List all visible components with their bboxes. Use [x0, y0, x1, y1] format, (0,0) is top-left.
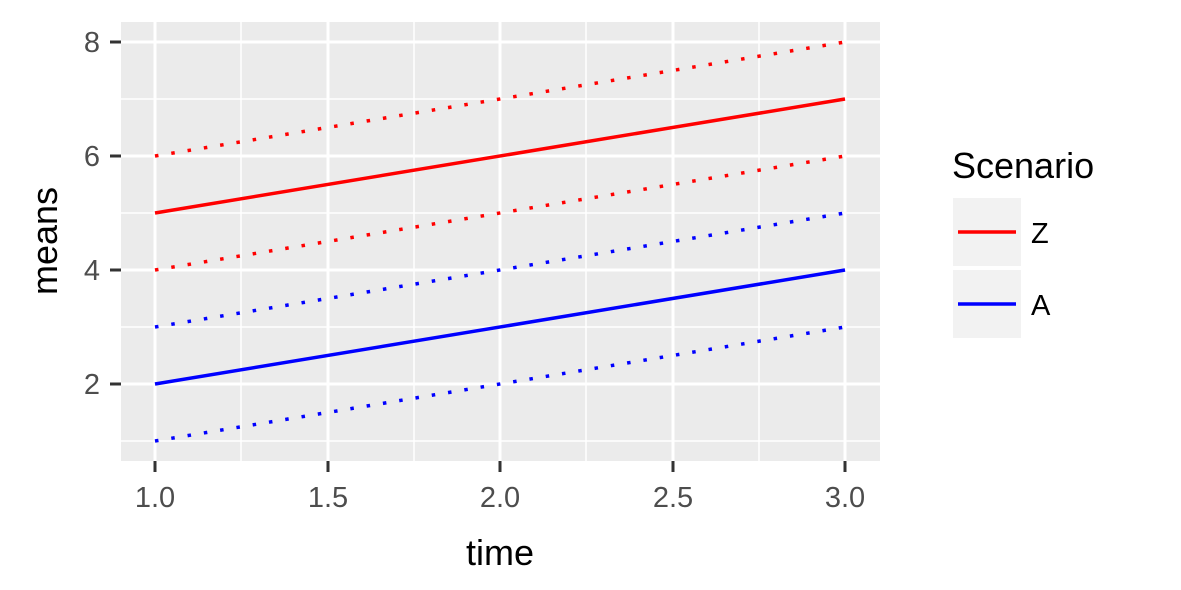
- a-upper-line: [154, 211, 846, 329]
- legend: Scenario Z A: [952, 145, 1094, 338]
- x-axis-title: time: [466, 532, 534, 573]
- legend-label-z: Z: [1031, 218, 1049, 250]
- series-z: [154, 40, 846, 272]
- legend-label-a: A: [1031, 290, 1051, 322]
- z-mean-line: [154, 97, 846, 215]
- a-lower-line: [154, 325, 846, 443]
- x-axis-labels: 1.0 1.5 2.0 2.5 3.0: [135, 482, 865, 514]
- z-upper-line: [154, 40, 846, 158]
- y-tick-label: 2: [84, 369, 100, 401]
- x-tick-label: 3.0: [825, 482, 865, 514]
- y-tick-label: 4: [84, 255, 100, 287]
- x-tick-label: 2.0: [480, 482, 520, 514]
- x-tick-label: 1.0: [135, 482, 175, 514]
- series-a: [154, 211, 846, 443]
- z-lower-line: [154, 154, 846, 272]
- x-tick-label: 2.5: [653, 482, 693, 514]
- y-axis-title: means: [24, 187, 65, 295]
- y-tick-label: 8: [84, 27, 100, 59]
- x-tick-label: 1.5: [308, 482, 348, 514]
- legend-title: Scenario: [952, 145, 1094, 186]
- y-axis-labels: 2 4 6 8: [84, 27, 100, 401]
- a-mean-line: [154, 268, 846, 386]
- y-axis-ticks: [110, 40, 121, 386]
- y-tick-label: 6: [84, 141, 100, 173]
- x-axis-ticks: [153, 461, 847, 472]
